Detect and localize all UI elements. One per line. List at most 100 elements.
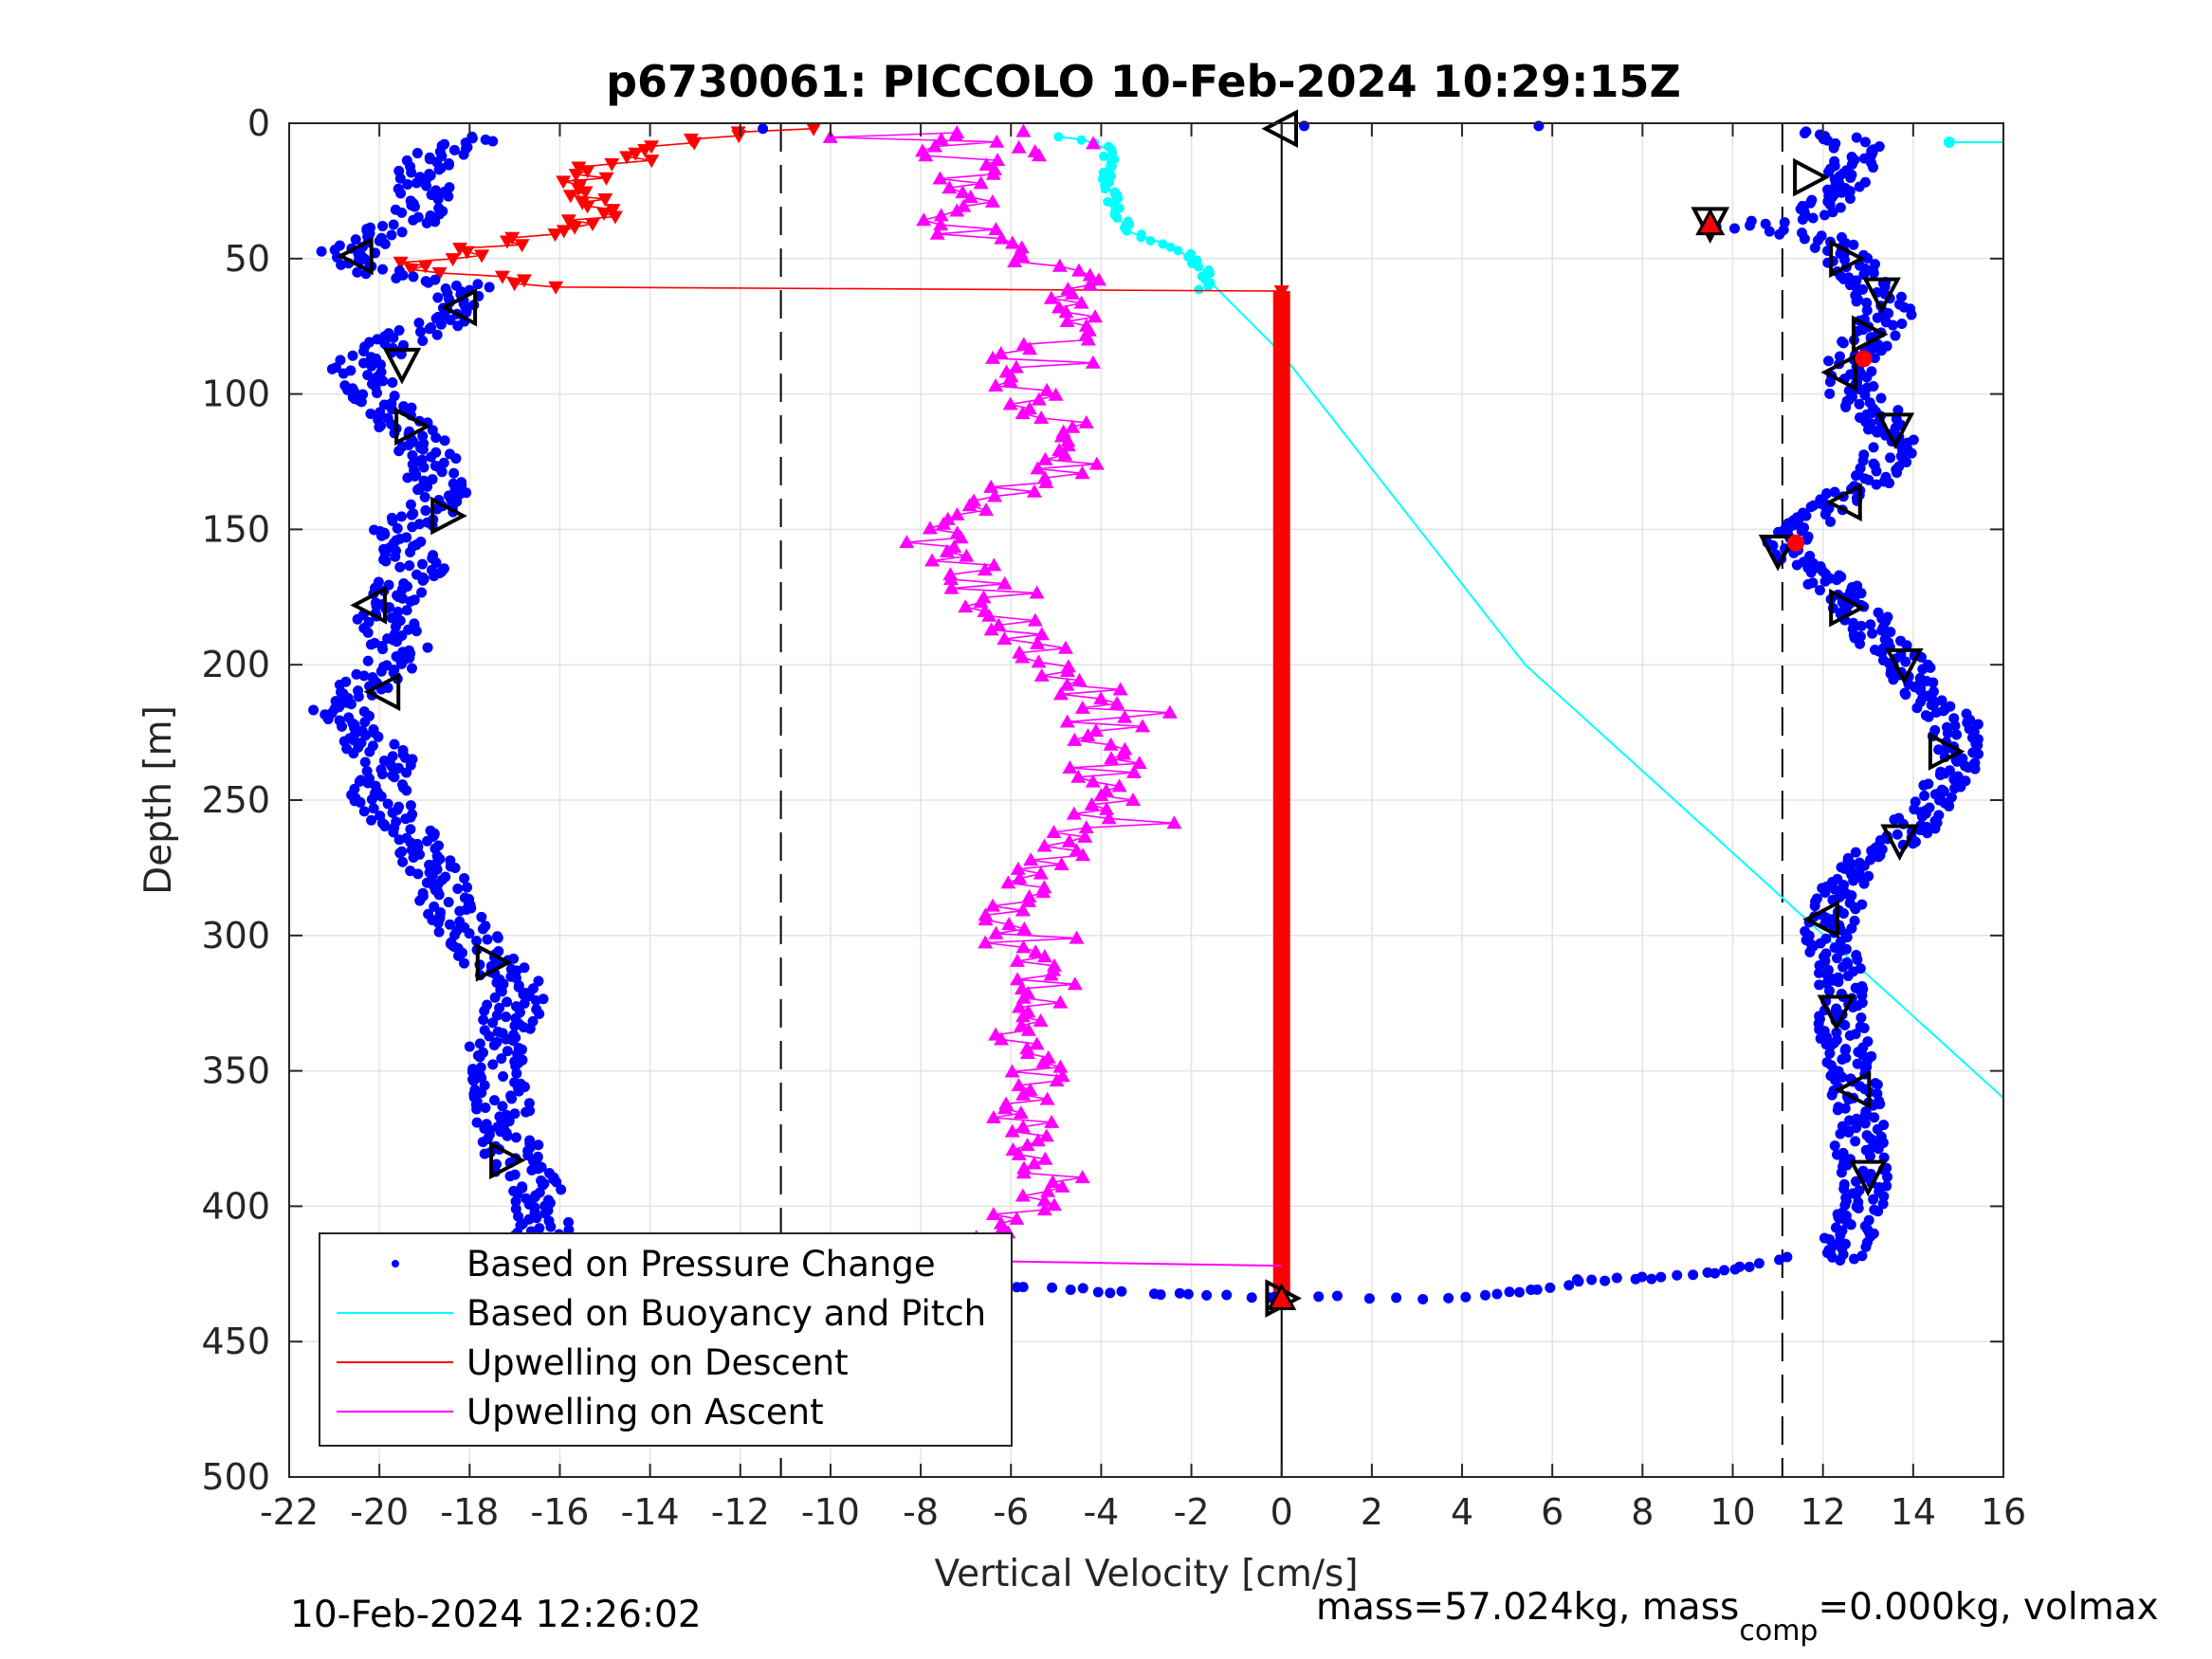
pressure-point [413, 318, 425, 329]
pressure-point [1882, 611, 1893, 623]
pressure-point [1945, 701, 1956, 712]
ascent-marker [924, 553, 941, 567]
ascent-marker [1071, 263, 1088, 277]
pressure-point [533, 1139, 544, 1151]
ascent-marker [1082, 267, 1098, 282]
pressure-point [1852, 1058, 1863, 1069]
ascent-marker [1011, 139, 1027, 154]
legend-label-descent: Upwelling on Descent [466, 1342, 849, 1383]
pressure-point [502, 1046, 513, 1057]
pressure-point [461, 307, 472, 319]
pressure-point [513, 1085, 524, 1097]
pressure-point [529, 1192, 540, 1203]
pressure-point [376, 769, 388, 780]
ascent-marker [1045, 1174, 1061, 1188]
pressure-point [1865, 619, 1876, 630]
ascent-marker [1033, 866, 1049, 880]
pressure-point [1863, 870, 1874, 882]
ascent-marker [956, 198, 972, 212]
pressure-point [1831, 1003, 1842, 1014]
pressure-point [380, 556, 392, 567]
pressure-point [1951, 729, 1963, 740]
buoyancy-point [1165, 242, 1176, 252]
pressure-point [406, 509, 417, 520]
ascent-marker [1016, 921, 1033, 935]
pressure-point [1859, 1118, 1871, 1129]
pressure-point [1867, 628, 1878, 639]
pitch-marker [440, 287, 478, 327]
ascent-marker [996, 575, 1013, 590]
x-tick-label: -2 [1174, 1491, 1210, 1533]
pressure-point [395, 188, 407, 199]
pressure-point [487, 136, 499, 147]
pressure-point [411, 177, 422, 189]
pitch-marker [1825, 483, 1862, 522]
ascent-marker [946, 538, 962, 553]
descent-marker [548, 281, 564, 295]
pressure-point [1105, 1287, 1116, 1299]
ascent-marker [942, 567, 959, 581]
pressure-point [1851, 1113, 1862, 1124]
pressure-point [1808, 500, 1819, 511]
pressure-point [1313, 1291, 1325, 1303]
pressure-point [374, 422, 385, 433]
ascent-marker [1033, 627, 1050, 641]
ascent-marker [929, 226, 945, 240]
pressure-point [423, 277, 434, 288]
pressure-point [443, 191, 454, 202]
pressure-point [1900, 656, 1911, 667]
pressure-point [444, 159, 455, 171]
ascent-marker [988, 925, 1004, 939]
ascent-marker [1031, 654, 1047, 668]
pressure-point [1840, 943, 1852, 955]
y-tick-label: 400 [201, 1185, 270, 1227]
ascent-marker [998, 364, 1015, 378]
pressure-point [1924, 802, 1935, 813]
pressure-point [758, 123, 769, 135]
pitch-marker [1793, 157, 1830, 197]
buoyancy-point [1194, 284, 1204, 295]
pressure-point [445, 314, 456, 325]
pitch-marker [363, 672, 401, 712]
pressure-point [1910, 796, 1921, 808]
pressure-point [1854, 1185, 1865, 1196]
pressure-point [316, 246, 327, 257]
ascent-marker [990, 153, 1006, 167]
pitch-marker [382, 347, 422, 385]
ascent-marker [940, 511, 956, 525]
pressure-point [464, 928, 475, 939]
pressure-point [1873, 607, 1884, 618]
pressure-point [366, 814, 377, 826]
ascent-marker [1099, 801, 1115, 815]
pressure-point [364, 746, 375, 757]
pressure-point [1879, 633, 1891, 645]
pressure-point [511, 1067, 522, 1079]
pressure-point [1807, 577, 1819, 589]
pressure-point [1856, 1250, 1868, 1262]
pressure-point [1838, 1178, 1850, 1190]
pressure-point [545, 1221, 557, 1232]
pressure-point [1895, 635, 1907, 647]
ascent-marker [1015, 123, 1032, 137]
ascent-marker [1044, 1114, 1060, 1128]
pressure-point [1836, 231, 1847, 243]
pressure-point [1182, 1288, 1194, 1300]
x-tick-label: -8 [903, 1491, 939, 1533]
pressure-point [387, 807, 398, 818]
ascent-marker [1036, 1193, 1052, 1207]
ascent-marker [1038, 1128, 1054, 1142]
pressure-point [1854, 857, 1865, 868]
ascent-marker [1125, 793, 1142, 806]
buoyancy-point [1076, 135, 1087, 145]
pressure-point [1491, 1288, 1503, 1300]
footer-timestamp: 10-Feb-2024 12:26:02 [290, 1594, 702, 1636]
descent-marker [605, 204, 621, 218]
pressure-point [1831, 1027, 1842, 1038]
pressure-point [417, 574, 429, 586]
pressure-point [1936, 695, 1947, 706]
pitch-marker [1817, 994, 1856, 1032]
pressure-point [432, 918, 444, 929]
pressure-point [411, 626, 422, 637]
ascent-marker [1052, 686, 1069, 701]
pressure-point [359, 717, 371, 728]
